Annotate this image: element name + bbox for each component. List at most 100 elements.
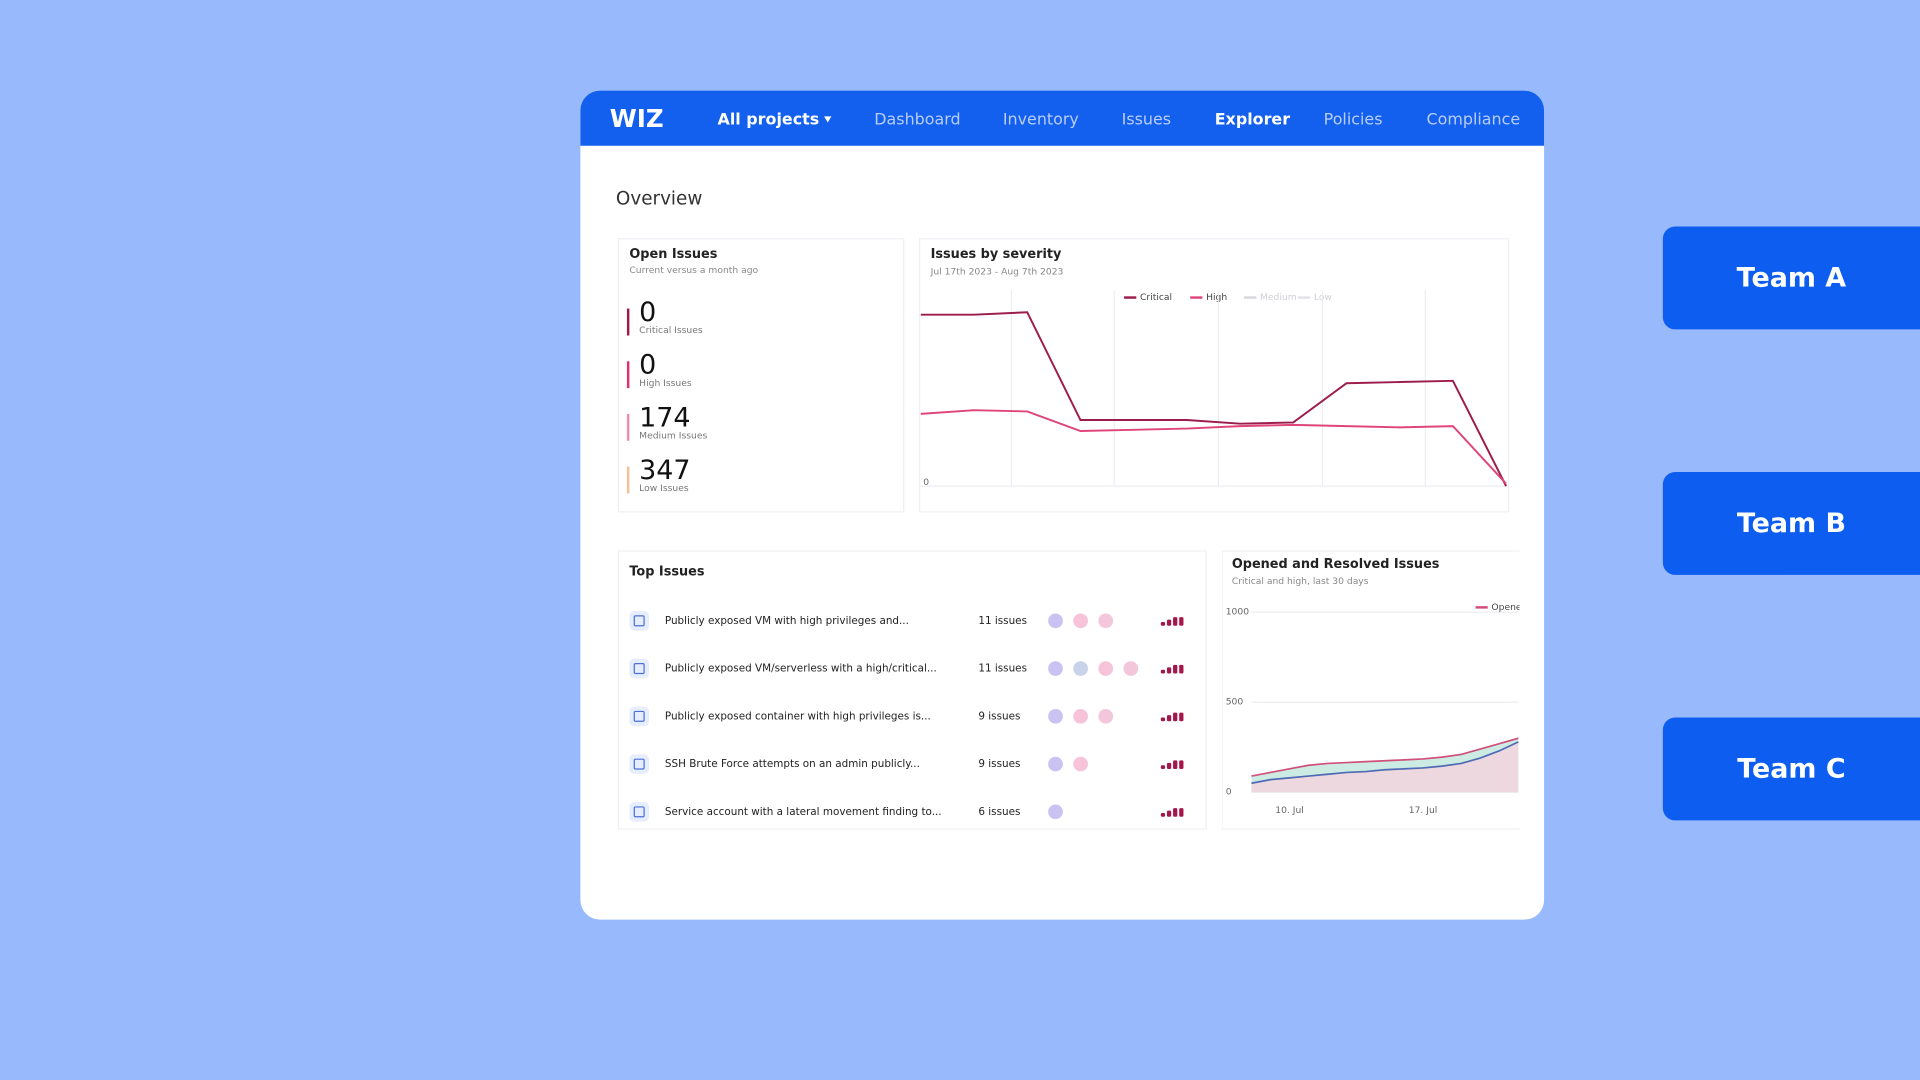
nav-item[interactable]: Issues — [1122, 110, 1171, 129]
series-line — [920, 409, 1507, 485]
issue-title[interactable]: Publicly exposed VM/serverless with a hi… — [665, 663, 937, 675]
chart-subtitle: Jul 17th 2023 - Aug 7th 2023 — [930, 266, 1064, 277]
issue-title[interactable]: SSH Brute Force attempts on an admin pub… — [665, 758, 920, 770]
status-icon — [1073, 613, 1088, 629]
severity-indicator — [1166, 762, 1172, 769]
stat-label: Critical Issues — [639, 325, 703, 336]
severity-indicator — [1179, 664, 1184, 674]
severity-bar — [626, 466, 630, 494]
series-area — [1251, 741, 1519, 793]
severity-indicator — [1179, 617, 1184, 626]
severity-indicator — [1173, 712, 1178, 722]
card-title: Top Issues — [629, 564, 704, 579]
status-icon — [1123, 661, 1139, 676]
chart-subtitle: Critical and high, last 30 days — [1232, 576, 1369, 587]
chart: Issues by severity Jul 17th 2023 - Aug 7t… — [920, 247, 1507, 488]
issue-count: 9 issues — [978, 710, 1020, 722]
team-label[interactable]: Team A — [1737, 263, 1847, 294]
y-tick-label: 0 — [1226, 787, 1232, 798]
card — [918, 238, 1510, 513]
team-label[interactable]: Team B — [1737, 508, 1846, 539]
team-button[interactable] — [1662, 226, 1920, 330]
severity-indicator — [1179, 712, 1184, 722]
severity-indicator — [1166, 810, 1172, 817]
legend-label[interactable]: Low — [1314, 292, 1333, 303]
issue-icon — [629, 706, 649, 727]
severity-indicator — [1160, 765, 1166, 769]
card — [617, 550, 1207, 830]
y-tick-label: 1000 — [1226, 607, 1250, 618]
y-tick-label: 500 — [1226, 697, 1244, 708]
severity-indicator — [1166, 667, 1172, 674]
issue-title[interactable]: Publicly exposed VM with high privileges… — [665, 615, 909, 627]
severity-indicator — [1173, 760, 1178, 769]
legend-label[interactable]: Critical — [1140, 292, 1172, 303]
card — [617, 238, 905, 513]
card-title: Open Issues — [629, 247, 717, 262]
team-button[interactable] — [1662, 717, 1920, 821]
status-icon — [1098, 661, 1114, 676]
team-label[interactable]: Team C — [1737, 754, 1845, 785]
series-line — [920, 311, 1507, 487]
issue-icon-glyph — [633, 710, 645, 722]
severity-indicator — [1179, 808, 1184, 817]
severity-indicator — [1173, 664, 1178, 674]
issue-icon — [629, 802, 649, 822]
issue-title[interactable]: Publicly exposed container with high pri… — [665, 710, 931, 722]
nav-item[interactable]: Explorer — [1215, 110, 1291, 129]
chart: Opened and Resolved Issues Critical and h… — [1226, 557, 1527, 816]
severity-indicator — [1173, 617, 1178, 626]
status-icon — [1048, 756, 1063, 772]
status-icon — [1073, 708, 1088, 724]
nav-item[interactable]: Inventory — [1003, 110, 1079, 129]
legend-label[interactable]: Medium — [1260, 292, 1297, 303]
project-selector[interactable]: All projects — [718, 110, 820, 129]
severity-indicator — [1166, 619, 1172, 626]
issue-icon — [629, 658, 649, 679]
stat-value: 0 — [639, 297, 656, 328]
issue-icon — [629, 754, 649, 774]
chart-title: Issues by severity — [931, 247, 1062, 262]
issue-icon-glyph — [633, 615, 645, 627]
status-icon — [1098, 708, 1114, 724]
issue-icon-glyph — [633, 663, 645, 675]
issue-icon-glyph — [633, 806, 645, 818]
status-icon — [1048, 804, 1063, 820]
severity-indicator — [1160, 622, 1166, 626]
page-title: Overview — [616, 189, 702, 210]
dropdown-caret[interactable] — [824, 116, 832, 123]
x-tick-label: 17. Jul — [1409, 805, 1438, 816]
x-tick-label: 10. Jul — [1275, 805, 1304, 816]
stat-label: High Issues — [639, 378, 692, 389]
nav-item[interactable]: Policies — [1324, 110, 1383, 129]
series-line — [1251, 737, 1519, 777]
logo[interactable]: WIZ — [610, 104, 664, 133]
nav-item[interactable]: Dashboard — [874, 110, 960, 129]
status-icon — [1073, 756, 1088, 772]
issue-title[interactable]: Service account with a lateral movement … — [665, 806, 942, 818]
stat-label: Medium Issues — [639, 430, 707, 441]
stat-value: 347 — [639, 455, 690, 486]
chart-title: Opened and Resolved Issues — [1232, 557, 1440, 572]
status-icon — [1048, 708, 1063, 724]
severity-indicator — [1160, 813, 1166, 817]
severity-bar — [626, 413, 630, 441]
team-button[interactable] — [1662, 472, 1920, 575]
series-line — [1251, 741, 1519, 785]
nav-item[interactable]: Compliance — [1427, 110, 1521, 129]
severity-bar — [626, 361, 630, 389]
issue-count: 9 issues — [978, 758, 1020, 770]
status-icon — [1048, 613, 1063, 629]
severity-indicator — [1160, 717, 1166, 722]
severity-indicator — [1166, 715, 1172, 722]
severity-bar — [626, 308, 630, 336]
legend-label[interactable]: Opened — [1491, 602, 1527, 613]
issue-count: 6 issues — [978, 806, 1020, 818]
nav-bar — [580, 90, 1545, 146]
issue-count: 11 issues — [978, 615, 1027, 627]
stat-label: Low Issues — [639, 483, 689, 494]
severity-indicator — [1173, 808, 1178, 817]
legend-label[interactable]: High — [1206, 292, 1227, 303]
